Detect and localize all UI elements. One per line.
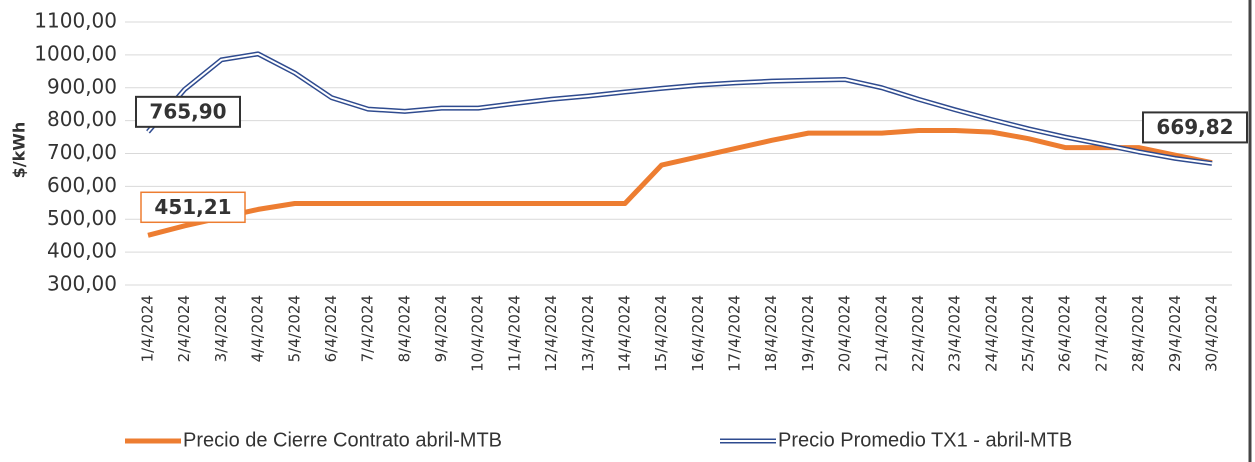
y-tick-label: 600,00: [47, 173, 117, 197]
x-tick-label: 2/4/2024: [175, 295, 193, 362]
x-tick-label: 24/4/2024: [982, 295, 1000, 372]
x-tick-label: 22/4/2024: [909, 295, 927, 372]
x-tick-label: 9/4/2024: [432, 295, 450, 362]
data-label: 669,82: [1156, 115, 1233, 139]
legend-label: Precio Promedio TX1 - abril-MTB: [778, 429, 1072, 451]
x-tick-label: 12/4/2024: [542, 295, 560, 372]
y-axis-label: $/kWh: [10, 122, 29, 179]
y-tick-label: 800,00: [47, 107, 117, 131]
label-box: [135, 95, 241, 128]
y-tick-label: 500,00: [47, 206, 117, 230]
x-tick-label: 27/4/2024: [1092, 295, 1110, 372]
x-tick-label: 17/4/2024: [726, 295, 744, 372]
x-tick-label: 25/4/2024: [1019, 295, 1037, 372]
x-tick-label: 4/4/2024: [249, 295, 267, 362]
x-tick-label: 30/4/2024: [1203, 295, 1221, 372]
x-tick-label: 28/4/2024: [1129, 295, 1147, 372]
x-tick-label: 5/4/2024: [285, 295, 303, 362]
x-tick-label: 21/4/2024: [872, 295, 890, 372]
x-tick-label: 16/4/2024: [689, 295, 707, 372]
x-tick-label: 7/4/2024: [359, 295, 377, 362]
x-tick-label: 6/4/2024: [322, 295, 340, 362]
x-tick-label: 29/4/2024: [1166, 295, 1184, 372]
y-tick-label: 400,00: [47, 239, 117, 263]
x-tick-label: 18/4/2024: [762, 295, 780, 372]
x-tick-label: 26/4/2024: [1056, 295, 1074, 372]
y-tick-label: 300,00: [47, 272, 117, 296]
series-line-inner: [147, 52, 1213, 165]
label-box: [1142, 111, 1248, 144]
legend-label: Precio de Cierre Contrato abril-MTB: [183, 429, 502, 451]
x-tick-label: 8/4/2024: [395, 295, 413, 362]
x-tick-label: 3/4/2024: [212, 295, 230, 362]
x-tick-label: 20/4/2024: [836, 295, 854, 372]
x-tick-label: 19/4/2024: [799, 295, 817, 372]
y-tick-label: 700,00: [47, 140, 117, 164]
x-tick-label: 23/4/2024: [946, 295, 964, 372]
x-tick-label: 14/4/2024: [615, 295, 633, 372]
y-tick-label: 1000,00: [34, 41, 117, 65]
label-box: [140, 191, 246, 224]
y-tick-label: 900,00: [47, 74, 117, 98]
data-label: 765,90: [149, 99, 226, 123]
x-tick-label: 11/4/2024: [505, 295, 523, 372]
x-tick-label: 10/4/2024: [469, 295, 487, 372]
series-line: [147, 127, 1213, 238]
x-tick-label: 13/4/2024: [579, 295, 597, 372]
y-tick-label: 1100,00: [34, 9, 117, 33]
data-label: 451,21: [154, 195, 231, 219]
x-tick-label: 15/4/2024: [652, 295, 670, 372]
x-tick-label: 1/4/2024: [139, 295, 157, 362]
